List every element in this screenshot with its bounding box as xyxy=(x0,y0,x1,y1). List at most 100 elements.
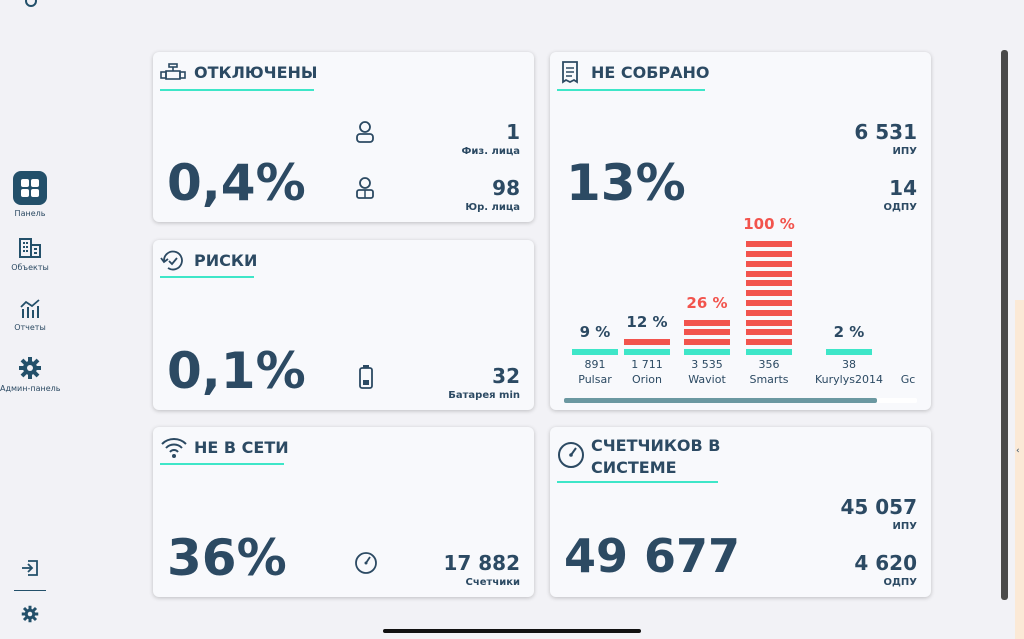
business-person-icon xyxy=(356,177,374,199)
bar-vendor-label: Waviot xyxy=(688,373,726,386)
stat-label: Счетчики xyxy=(465,577,520,588)
stat-number: 1 xyxy=(506,120,520,144)
home-indicator xyxy=(383,629,641,633)
bar-vendor-label: Orion xyxy=(632,373,662,386)
page-scrollbar[interactable] xyxy=(1001,50,1008,600)
stat-number: 14 xyxy=(889,176,917,200)
bar-segment xyxy=(684,339,730,346)
bar-percent-label: 100 % xyxy=(743,215,795,234)
gear-icon xyxy=(19,357,41,379)
sidebar: Панель Объекты Отчеты xyxy=(0,0,60,639)
wifi-icon xyxy=(161,438,187,458)
card-title: ОТКЛЮЧЕНЫ xyxy=(194,63,318,82)
sidebar-item-label: Отчеты xyxy=(14,323,46,332)
receipt-icon xyxy=(562,61,578,84)
horizontal-scrollbar-thumb[interactable] xyxy=(564,398,877,403)
bar-segment xyxy=(684,329,730,336)
bar-segment xyxy=(746,270,792,277)
bar-percent-label: 12 % xyxy=(626,313,668,332)
stat-label: ОДПУ xyxy=(883,577,918,588)
stat-label: ОДПУ xyxy=(883,202,918,213)
stat-label: Физ. лица xyxy=(461,146,520,157)
stat-label: ИПУ xyxy=(892,521,917,532)
bar-count-label: 891 xyxy=(584,358,606,371)
partial-top-icon xyxy=(24,0,38,7)
battery-icon xyxy=(359,365,373,389)
title-underline xyxy=(557,481,718,483)
stat-label: ИПУ xyxy=(892,146,917,157)
card-offline[interactable]: НЕ В СЕТИ 36% 17 882 Счетчики xyxy=(153,427,534,597)
grid-icon xyxy=(13,171,47,205)
title-underline xyxy=(557,89,705,91)
bar-vendor-label: Pulsar xyxy=(578,373,612,386)
main-value: 0,4% xyxy=(167,154,306,212)
sidebar-item-label: Объекты xyxy=(11,263,49,272)
main-value: 36% xyxy=(167,529,287,587)
bar-segment xyxy=(746,280,792,287)
gauge-icon xyxy=(355,552,377,574)
gauge-icon xyxy=(558,442,584,468)
card-title: СЧЕТЧИКОВ В xyxy=(591,436,721,455)
card-title: НЕ В СЕТИ xyxy=(194,438,289,457)
bar-count-label: 1 711 xyxy=(631,358,663,371)
stat-number: 45 057 xyxy=(840,495,917,519)
main-value: 49 677 xyxy=(564,529,741,583)
person-icon xyxy=(356,121,374,143)
settings-icon xyxy=(21,605,39,623)
stat-label: Юр. лица xyxy=(465,202,520,213)
bar-count-label: 38 xyxy=(842,358,856,371)
bar-base-stripe xyxy=(746,349,792,355)
bar-segment xyxy=(746,290,792,297)
bar-segment xyxy=(746,329,792,336)
main-value: 13% xyxy=(566,154,686,212)
card-meters[interactable]: СЧЕТЧИКОВ В СИСТЕМЕ 49 677 45 057 ИПУ 4 … xyxy=(550,427,931,597)
settings-button[interactable] xyxy=(21,605,39,627)
stat-number: 17 882 xyxy=(443,551,520,575)
sidebar-item-label: Панель xyxy=(14,209,46,218)
title-underline xyxy=(160,89,314,91)
card-risks[interactable]: РИСКИ 0,1% 32 Батарея min xyxy=(153,240,534,410)
sidebar-item-panel[interactable]: Панель xyxy=(0,171,60,218)
card-not-collected[interactable]: НЕ СОБРАНО 13% 6 531 ИПУ 14 ОДПУ 9 % 891 P… xyxy=(550,52,931,410)
refresh-check-icon xyxy=(160,250,183,271)
bar-segment xyxy=(746,339,792,346)
vendor-name-partial: Gc xyxy=(900,373,916,386)
bar-base-stripe xyxy=(684,349,730,355)
bar-segment xyxy=(746,319,792,326)
bar-base-stripe xyxy=(572,349,618,355)
stat-number: 98 xyxy=(492,176,520,200)
bar-percent-label: 26 % xyxy=(686,293,728,312)
bar-vendor-label: Smarts xyxy=(749,373,789,386)
bar-segment xyxy=(746,251,792,257)
logout-button[interactable] xyxy=(20,558,40,582)
stat-number: 4 620 xyxy=(854,551,917,575)
sidebar-item-reports[interactable]: Отчеты xyxy=(0,297,60,332)
bar-segment xyxy=(746,241,792,248)
stat-label: Батарея min xyxy=(448,390,520,401)
pipe-valve-icon xyxy=(160,63,186,80)
bar-vendor-label: Kurylys2014 xyxy=(815,373,883,386)
chart-icon xyxy=(20,299,40,318)
sidebar-item-admin[interactable]: Админ-панель xyxy=(0,356,60,393)
stat-number: 6 531 xyxy=(854,120,917,144)
card-title: РИСКИ xyxy=(194,251,258,270)
card-title: НЕ СОБРАНО xyxy=(591,63,710,82)
bar-base-stripe xyxy=(826,349,872,355)
title-underline xyxy=(160,463,284,465)
building-icon xyxy=(19,238,41,258)
bar-segment xyxy=(684,319,730,326)
card-title-line2: СИСТЕМЕ xyxy=(591,458,677,477)
horizontal-scrollbar-track[interactable] xyxy=(564,398,917,403)
bar-percent-label: 9 % xyxy=(579,323,611,341)
bar-segment xyxy=(746,309,792,316)
card-disconnected[interactable]: ОТКЛЮЧЕНЫ 0,4% 1 Физ. лица 98 Юр. лица xyxy=(153,52,534,222)
bar-percent-label: 2 % xyxy=(833,323,865,341)
main-value: 0,1% xyxy=(167,342,306,400)
sidebar-item-objects[interactable]: Объекты xyxy=(0,237,60,272)
vendor-bar-chart: 9 % 891 Pulsar 12 % 1 711 Orion 26 % 3 535 Wavio… xyxy=(550,52,931,410)
stat-number: 32 xyxy=(492,364,520,388)
logout-icon xyxy=(22,560,38,576)
side-panel-tab[interactable]: ‹ xyxy=(1015,300,1024,639)
bar-segment xyxy=(746,300,792,306)
sidebar-divider xyxy=(14,590,46,591)
